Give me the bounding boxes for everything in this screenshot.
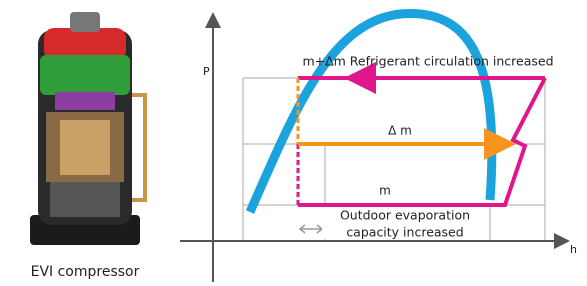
page: EVI compressor P h m+Δm Refrigerant circ… xyxy=(0,0,587,286)
x-axis-label: h xyxy=(570,243,577,256)
note-line: Outdoor evaporation xyxy=(340,208,470,223)
label-top: m+Δm Refrigerant circulation increased xyxy=(302,54,553,69)
y-axis-label: P xyxy=(203,65,210,78)
note-line: capacity increased xyxy=(346,225,463,240)
label-middle: Δ m xyxy=(388,124,412,138)
compressor-label: EVI compressor xyxy=(31,264,140,280)
saturation-curve xyxy=(250,14,492,212)
compressor-image xyxy=(30,12,145,245)
label-bottom: m xyxy=(379,184,391,198)
cycle-path xyxy=(298,78,545,205)
